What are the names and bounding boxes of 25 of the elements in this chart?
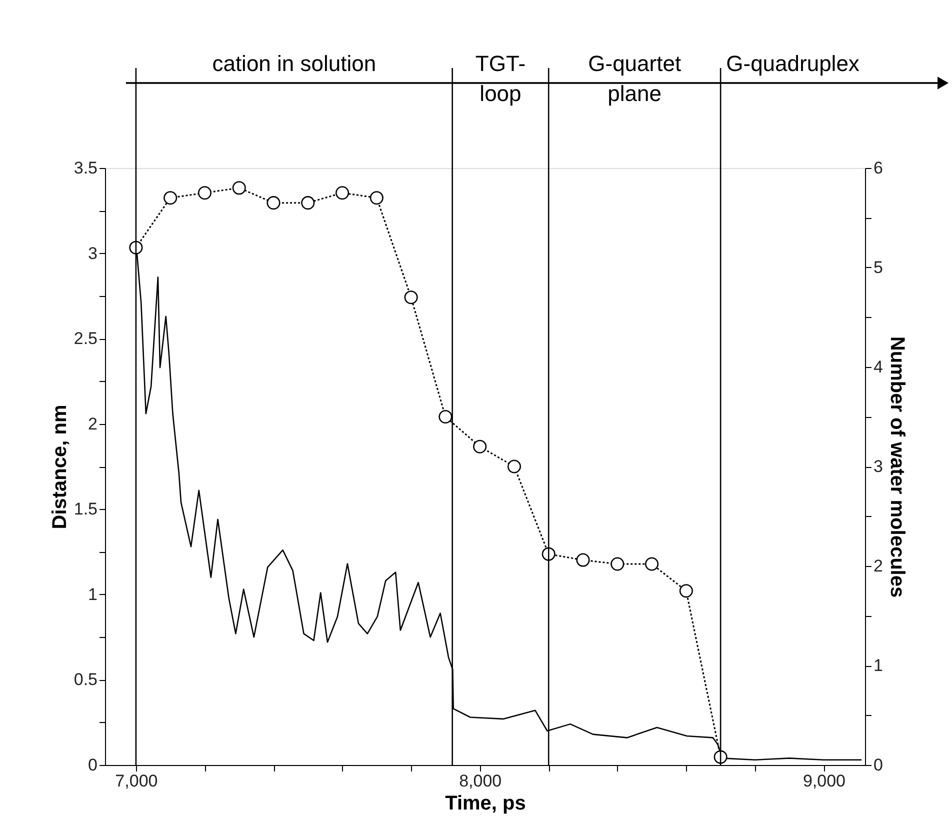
y-tick-label: 0.5 [74, 670, 98, 690]
y2-tick-label: 5 [874, 258, 883, 277]
text: G-quartet plane [588, 51, 682, 106]
text: G-quadruplex [726, 51, 860, 76]
y2-tick-label: 4 [874, 358, 883, 376]
x-tick-label: 9,000 [802, 772, 846, 790]
text: TGT- loop [475, 51, 526, 106]
y2-axis-title: Number of water molecules [886, 336, 908, 598]
y-tick-label: 3 [88, 244, 98, 263]
y2-tick-label: 6 [874, 158, 883, 178]
y2-tick-label: 2 [874, 556, 883, 576]
text: cation in solution [212, 51, 376, 76]
y-tick-label: 2 [88, 414, 98, 434]
y-tick-label: 1 [88, 584, 98, 604]
x-tick-label: 8,000 [459, 772, 502, 790]
y2-tick-label: 3 [874, 457, 883, 476]
y-tick-label: 1.5 [74, 500, 98, 519]
y-tick-label: 2.5 [74, 329, 98, 348]
y-tick-label: 3.5 [74, 158, 98, 178]
y-axis-title: Distance, nm [48, 404, 71, 530]
y2-tick-label: 1 [874, 656, 883, 675]
x-tick-label: 7,000 [115, 772, 158, 790]
y-tick-label: 0 [88, 756, 98, 774]
x-axis-title: Time, ps [445, 792, 526, 814]
y2-tick-label: 0 [874, 756, 883, 774]
